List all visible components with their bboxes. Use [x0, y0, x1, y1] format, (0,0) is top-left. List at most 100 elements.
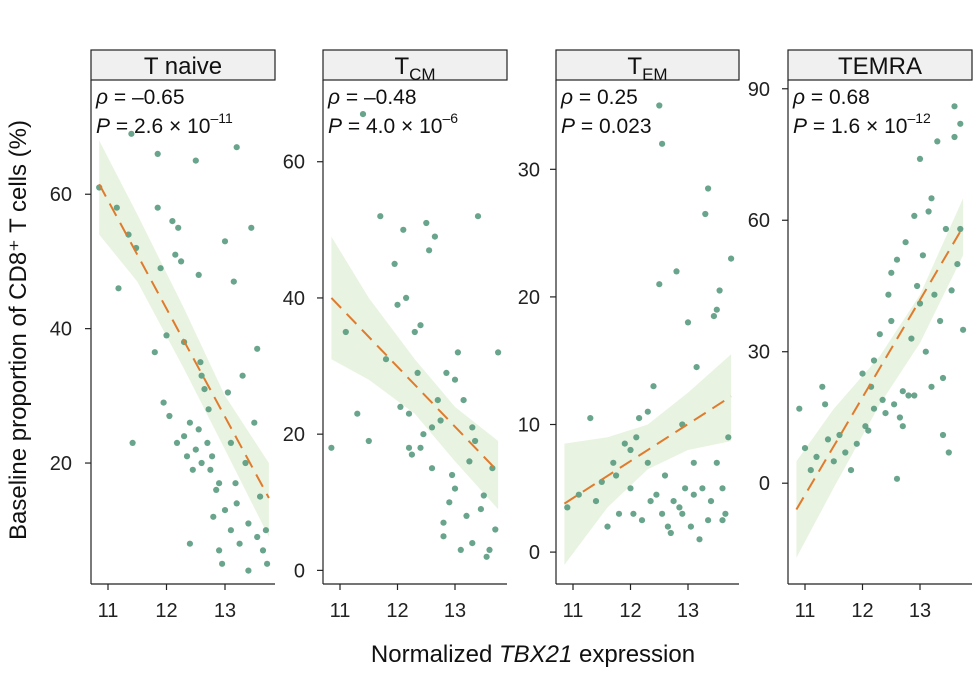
data-point [428, 465, 436, 472]
data-point [328, 444, 335, 451]
data-point [725, 434, 732, 441]
data-point [254, 533, 261, 541]
data-point [888, 317, 895, 325]
rho-label: ρ = –0.48 [327, 86, 417, 109]
facet-strip [322, 49, 508, 81]
trend-line [330, 297, 499, 473]
data-point [198, 372, 205, 379]
data-point [942, 225, 950, 233]
data-point [236, 540, 243, 547]
data-point [676, 504, 683, 511]
x-tick-label: 13 [444, 600, 466, 622]
data-point [477, 506, 484, 513]
data-point [679, 510, 686, 517]
panel-1: 20 40 60 11 12 13 T naive ρ = –0.65P = 2.6 × 10… [50, 49, 276, 622]
data-point [931, 291, 938, 298]
data-point [693, 364, 700, 371]
data-point [713, 459, 720, 466]
data-point [183, 453, 191, 460]
data-point [451, 376, 459, 383]
trend-line [795, 226, 964, 511]
data-point [891, 401, 898, 408]
data-point [687, 523, 695, 530]
x-tick-label: 11 [563, 600, 584, 622]
data-point [853, 440, 860, 447]
data-point [710, 313, 718, 320]
data-point [801, 445, 809, 452]
data-point [480, 492, 487, 499]
data-point [939, 374, 947, 382]
data-point [227, 527, 234, 534]
y-tick-label: 40 [50, 319, 72, 341]
points-4 [796, 103, 967, 482]
data-point [885, 291, 892, 298]
data-point [417, 322, 424, 329]
y-tick-label: 60 [50, 184, 72, 206]
data-point [264, 560, 271, 567]
data-point [463, 512, 470, 520]
data-point [434, 397, 441, 404]
data-point [489, 465, 496, 472]
data-point [233, 144, 240, 151]
data-point [204, 439, 211, 446]
data-point [195, 426, 202, 433]
data-point [125, 231, 132, 238]
data-point [667, 529, 674, 537]
data-point [205, 406, 212, 413]
data-point [899, 388, 906, 395]
rho-label: ρ = 0.68 [792, 86, 870, 109]
data-point [239, 372, 246, 379]
x-axis-title: Normalized TBX21 expression [371, 641, 695, 668]
data-point [690, 491, 697, 498]
data-point [449, 471, 456, 479]
facet-strip [787, 49, 973, 81]
data-point [166, 412, 173, 420]
data-point [420, 431, 427, 438]
data-point [173, 439, 181, 446]
facet-label: TEM [627, 53, 667, 84]
data-point [613, 472, 620, 479]
x-tick-label: 12 [155, 600, 177, 622]
data-point [876, 331, 883, 338]
data-point [896, 414, 904, 421]
data-point [960, 326, 967, 333]
data-point [460, 397, 467, 404]
data-point [219, 560, 226, 567]
trend-line [98, 183, 270, 499]
facet-strip [90, 49, 276, 81]
trend-line [563, 395, 732, 505]
data-point [426, 247, 433, 254]
y-tick-label: 0 [529, 542, 540, 564]
p-value-label: P = 4.0 × 10–6 [328, 110, 458, 138]
points-3 [564, 102, 735, 543]
data-point [656, 102, 663, 109]
data-point [492, 526, 499, 533]
data-point [198, 459, 205, 467]
data-point [382, 356, 390, 363]
data-point [659, 140, 666, 147]
data-point [163, 332, 170, 339]
data-point [716, 287, 723, 294]
data-point [216, 547, 223, 554]
data-point [233, 500, 240, 507]
data-point [954, 261, 961, 268]
x-tick-label: 13 [214, 600, 236, 622]
data-point [911, 212, 918, 219]
x-title-part: Normalized [371, 641, 499, 668]
data-point [865, 427, 872, 434]
data-point [879, 396, 886, 403]
data-point [598, 478, 605, 485]
data-point [423, 219, 430, 227]
data-point [446, 499, 453, 506]
data-point [690, 459, 697, 466]
confidence-band [564, 354, 732, 565]
data-point [893, 256, 901, 263]
data-point [186, 419, 193, 426]
data-point [157, 265, 164, 272]
y-tick-label: 20 [50, 453, 72, 475]
data-point [650, 383, 657, 390]
panel-4: 0 30 60 90 11 12 13 TEMRA ρ = 0.68P = 1.6 × 10–1… [748, 49, 973, 622]
data-point [192, 446, 199, 453]
data-point [178, 258, 185, 265]
data-point [664, 523, 672, 530]
